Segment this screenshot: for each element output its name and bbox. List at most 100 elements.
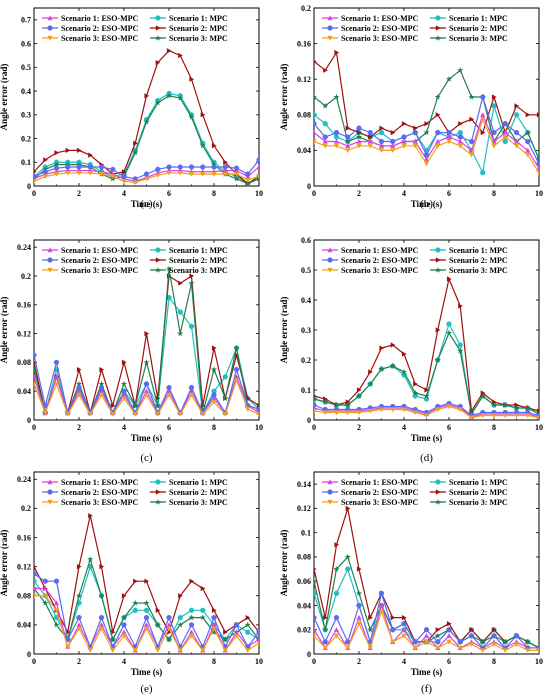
data-point (356, 621, 362, 627)
data-point (446, 621, 452, 627)
legend-label: Scenario 2: MPC (449, 256, 508, 265)
data-point (322, 134, 328, 140)
data-point (210, 161, 218, 168)
data-point (435, 627, 441, 633)
data-point (423, 396, 430, 402)
data-point (401, 633, 407, 639)
data-point (390, 143, 396, 149)
data-point (314, 590, 317, 596)
data-point (34, 366, 38, 373)
data-point (345, 645, 351, 651)
data-point (525, 112, 531, 118)
legend-marker (47, 247, 53, 253)
data-point (34, 578, 37, 584)
data-point (76, 564, 82, 570)
data-point (390, 130, 396, 136)
data-point (110, 403, 116, 409)
data-point (389, 362, 396, 369)
data-point (99, 367, 105, 373)
data-point (314, 59, 317, 63)
series-group (314, 276, 539, 414)
data-point (367, 138, 373, 144)
data-point (222, 636, 229, 643)
data-point (457, 407, 463, 413)
data-point (333, 143, 340, 149)
data-point (514, 402, 520, 408)
data-point (233, 165, 240, 171)
data-point (333, 565, 340, 572)
data-point (177, 412, 183, 417)
legend-label: Scenario 1: ESO-MPC (341, 246, 419, 255)
data-point (457, 645, 463, 651)
data-point (435, 645, 441, 651)
data-point (42, 593, 48, 599)
data-point (132, 607, 138, 613)
legend-marker (435, 479, 441, 485)
legend-label: Scenario 2: ESO-MPC (61, 256, 139, 265)
data-point (53, 381, 60, 387)
data-point (76, 384, 82, 391)
data-point (177, 330, 184, 337)
data-point (378, 590, 385, 596)
data-point (245, 629, 251, 635)
data-point (53, 359, 60, 366)
data-point (401, 615, 407, 621)
data-point (457, 639, 463, 645)
data-point (457, 67, 464, 73)
data-point (76, 367, 82, 373)
data-point (314, 633, 317, 639)
legend-marker (47, 267, 53, 273)
legend-label: Scenario 3: ESO-MPC (341, 266, 419, 275)
data-point (154, 402, 161, 409)
y-tick-label: 0.6 (301, 236, 311, 245)
data-point (423, 156, 430, 162)
y-tick-label: 0.24 (17, 243, 31, 252)
x-tick-label: 2 (77, 657, 81, 666)
x-tick-label: 6 (167, 189, 171, 198)
data-point (65, 170, 71, 176)
data-point (314, 395, 318, 402)
data-point (177, 621, 184, 628)
data-point (468, 152, 475, 158)
data-point (401, 621, 407, 627)
data-point (379, 345, 385, 351)
legend-label: Scenario 3: MPC (169, 266, 228, 275)
data-point (412, 389, 419, 396)
data-point (132, 412, 138, 417)
legend-label: Scenario 3: ESO-MPC (61, 266, 139, 275)
data-point (524, 404, 531, 411)
data-point (356, 130, 362, 136)
data-point (434, 356, 441, 363)
data-point (143, 359, 150, 365)
data-point (211, 143, 217, 149)
data-point (144, 93, 150, 99)
x-axis-title: Time (s) (131, 199, 163, 209)
data-point (314, 112, 317, 118)
data-point (446, 139, 452, 145)
y-tick-label: 0 (27, 650, 31, 659)
data-point (536, 648, 539, 653)
data-point (390, 342, 396, 348)
data-point (490, 401, 498, 408)
chart-panel: 0 2 4 6 8 10 0 0.04 0.08 0.12 0.16 0.2 Time (s) Angle… (279, 4, 543, 210)
data-point (76, 170, 82, 176)
y-tick-label: 0.06 (297, 577, 311, 586)
data-point (502, 638, 509, 645)
data-point (457, 143, 463, 149)
legend-label: Scenario 1: MPC (169, 478, 228, 487)
data-point (378, 148, 385, 153)
chart-panel: 0 2 4 6 8 10 0 0.1 0.2 0.3 0.4 0.5 0.6 Time (s) Angle … (279, 236, 543, 464)
legend-label: Scenario 2: ESO-MPC (61, 24, 139, 33)
data-point (334, 49, 340, 56)
legend-label: Scenario 1: MPC (449, 246, 508, 255)
y-tick-label: 0.08 (17, 358, 31, 367)
y-tick-label: 0.12 (297, 504, 311, 513)
legend-marker (154, 34, 162, 41)
data-point (314, 408, 317, 414)
data-point (233, 622, 240, 628)
data-point (513, 404, 520, 411)
data-point (333, 590, 340, 596)
data-point (166, 392, 172, 398)
data-point (211, 607, 217, 613)
